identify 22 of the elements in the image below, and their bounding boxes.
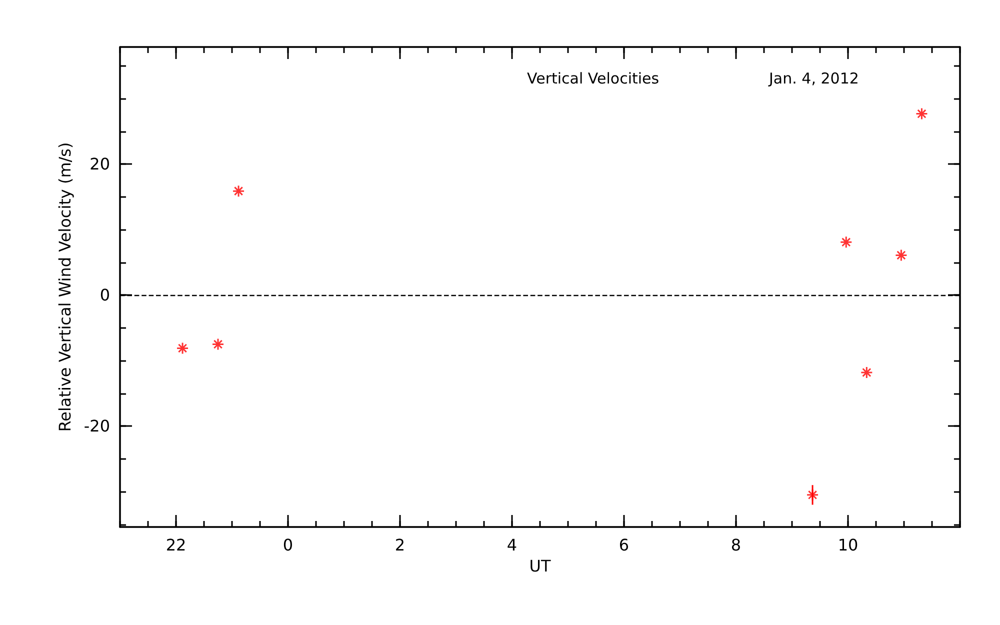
x-tick-label: 2 <box>394 536 406 554</box>
x-tick-label: 0 <box>282 536 294 554</box>
point <box>176 342 189 354</box>
point <box>232 184 245 198</box>
y-tick-label: -20 <box>84 416 110 436</box>
text: Vertical Velocities <box>527 70 660 88</box>
x-tick-label: 8 <box>730 536 742 554</box>
x-tick-label: 4 <box>506 536 518 554</box>
y-tick-label: 0 <box>100 286 110 305</box>
x-axis-title: UT <box>529 556 551 576</box>
point <box>860 366 873 379</box>
x-tick-label: 6 <box>618 536 630 554</box>
text: Jan. 4, 2012 <box>768 70 859 88</box>
y-tick-label: 20 <box>90 154 110 174</box>
point <box>212 338 224 351</box>
x-tick-label: 22 <box>166 536 186 554</box>
point <box>894 248 908 262</box>
point <box>840 236 852 248</box>
x-tick-label: 10 <box>838 536 858 554</box>
point <box>806 488 819 502</box>
y-axis-title: Relative Vertical Wind Velocity (m/s) <box>55 142 74 432</box>
point <box>915 108 928 120</box>
